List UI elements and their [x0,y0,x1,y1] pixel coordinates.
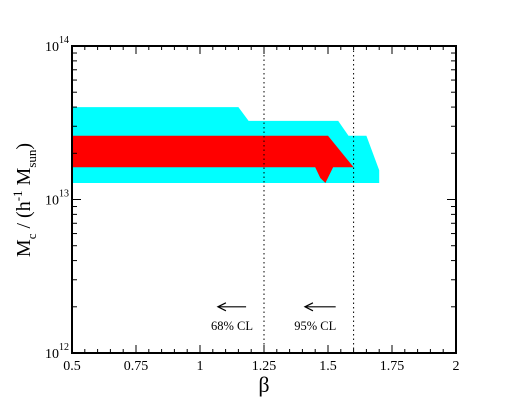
x-tick-label: 1.25 [252,359,277,374]
y-tick-label: 1014 [45,35,69,55]
y-axis-title: Mc / (h-1 Msun) [10,143,39,257]
x-tick-label: 1 [197,359,204,374]
tick-labels: 0.5 0.75 1 1.25 1.5 1.75 2 1012 1013 1014 [45,35,460,374]
inner-contour-region [72,135,354,183]
y-tick-label: 1012 [45,342,69,362]
cl-annotation-1: 68% CL [211,319,253,333]
x-tick-label: 0.75 [124,359,149,374]
tick-marks [71,45,457,354]
arrow-head-1 [216,302,227,312]
cl-annotation-2: 95% CL [294,319,336,333]
x-tick-label: 0.5 [63,359,81,374]
x-axis-title: β [258,372,269,397]
x-tick-label: 2 [453,359,460,374]
plot-area: 68% CL 95% CL [72,46,380,353]
y-tick-label: 1013 [45,189,69,209]
x-tick-label: 1.75 [380,359,405,374]
x-tick-label: 1.5 [319,359,337,374]
arrow-head-2 [303,302,314,312]
